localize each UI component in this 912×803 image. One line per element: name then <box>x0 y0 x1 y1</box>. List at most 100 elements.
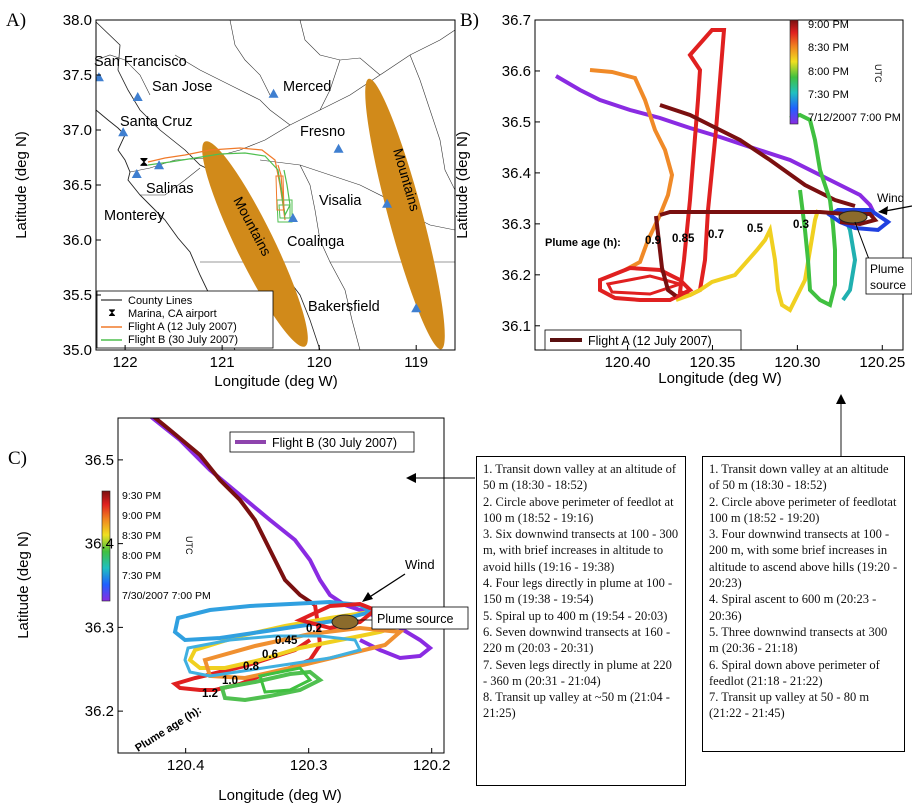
plume-source-label: Plume source <box>377 612 453 626</box>
mountains-east <box>365 78 445 350</box>
y-tick-label: 36.5 <box>502 114 531 131</box>
city-label: Bakersfield <box>308 299 380 315</box>
city-marker <box>268 88 279 98</box>
x-tick-label: 120.35 <box>690 354 736 371</box>
panel-a-ylabel: Latitude (deg N) <box>13 131 30 239</box>
x-tick-label: 120.4 <box>167 757 205 774</box>
plume-source-label: Plume <box>870 262 904 276</box>
colorbar-tick: 8:00 PM <box>808 66 849 78</box>
city-marker <box>333 143 344 153</box>
x-tick-label: 120.40 <box>605 354 651 371</box>
note-item: 8. Transit up valley at ~50 m (21:04 - 2… <box>483 690 670 721</box>
city-label: San Francisco <box>94 54 187 70</box>
y-tick-label: 36.4 <box>85 536 114 553</box>
y-tick-label: 36.2 <box>85 703 114 720</box>
plume-age-value: 0.85 <box>672 233 695 245</box>
legend-flight-a: Flight A (12 July 2007) <box>128 321 237 333</box>
city-label: Visalia <box>319 193 362 209</box>
wind-arrow-icon <box>364 573 406 601</box>
city-marker <box>287 213 298 222</box>
y-tick-label: 36.7 <box>502 12 531 29</box>
city-label: San Jose <box>152 79 212 95</box>
x-tick-label: 120.25 <box>859 354 905 371</box>
note-item: 3. Four downwind transects at 100 - 200 … <box>709 527 898 591</box>
note-item: 7. Seven legs directly in plume at 220 -… <box>483 657 672 688</box>
x-tick-label: 122 <box>113 354 138 371</box>
flight-a-notes: 1. Transit down valley at an altitude of… <box>702 456 905 752</box>
y-tick-label: 36.3 <box>502 216 531 233</box>
plume-age-label: Plume age (h): <box>545 237 621 249</box>
city-marker <box>131 169 142 178</box>
panel-b-xlabel: Longitude (deg W) <box>658 370 781 387</box>
x-tick-label: 120.2 <box>413 757 451 774</box>
y-tick-label: 35.5 <box>63 287 92 304</box>
legend-flight-a-label: Flight A (12 July 2007) <box>588 334 712 348</box>
x-tick-label: 120 <box>307 354 332 371</box>
panel-c-xlabel: Longitude (deg W) <box>218 787 341 803</box>
y-tick-label: 36.3 <box>85 619 114 636</box>
note-item: 6. Spiral down above perimeter of feedlo… <box>709 657 880 688</box>
colorbar-tick: 9:00 PM <box>122 510 161 522</box>
note-item: 4. Four legs directly in plume at 100 - … <box>483 576 673 607</box>
city-label: Fresno <box>300 124 345 140</box>
panel-a: A) ⧗ <box>6 10 456 390</box>
plume-source-box <box>371 606 469 630</box>
panel-b-letter: B) <box>460 10 479 31</box>
city-label: Monterey <box>104 208 165 224</box>
colorbar-unit: UTC <box>873 64 883 83</box>
plume-age-value: 0.9 <box>645 235 661 247</box>
city-marker <box>382 198 393 208</box>
note-item: 1. Transit down valley at an altitude of… <box>483 462 677 493</box>
note-item: 2. Circle above perimeter of feedlot at … <box>483 494 674 525</box>
airport-legend-icon: ⧗ <box>108 307 116 319</box>
plume-source-box <box>865 257 912 295</box>
legend-airport: Marina, CA airport <box>128 308 217 320</box>
city-marker <box>118 127 129 137</box>
panel-b-colorbar <box>789 19 799 125</box>
panel-a-legend: ⧗ County Lines Marina, CA airport Flight… <box>96 290 274 349</box>
colorbar-tick: 9:00 PM <box>808 19 849 31</box>
colorbar-tick: 7/12/2007 7:00 PM <box>808 112 901 124</box>
city-label: Salinas <box>146 181 194 197</box>
city-marker <box>132 92 143 101</box>
panel-c-ylabel: Latitude (deg N) <box>15 531 32 639</box>
x-tick-label: 119 <box>404 354 428 371</box>
note-item: 3. Six downwind transects at 100 - 300 m… <box>483 527 679 574</box>
flight-b-notes: 1. Transit down valley at an altitude of… <box>476 456 686 786</box>
panel-c: C) 9:30 PM 9:00 PM 8:30 PM 8:00 PM 7:30 … <box>8 417 469 803</box>
note-item: 1. Transit down valley at an altitude of… <box>709 462 889 493</box>
y-tick-label: 36.0 <box>63 232 92 249</box>
panel-c-letter: C) <box>8 448 27 469</box>
y-tick-label: 35.0 <box>63 342 92 359</box>
plume-age-value: 0.5 <box>747 223 764 235</box>
wind-label: Wind <box>877 191 904 205</box>
panel-c-colorbar <box>101 490 111 602</box>
colorbar-tick: 8:30 PM <box>122 530 161 542</box>
plume-age-value: 0.45 <box>275 635 298 647</box>
y-tick-label: 36.5 <box>63 177 92 194</box>
panel-a-map: ⧗ <box>96 20 455 350</box>
airport-marker-icon: ⧗ <box>139 154 148 169</box>
y-tick-label: 36.6 <box>502 63 531 80</box>
city-marker <box>411 303 422 313</box>
legend-county-lines: County Lines <box>128 295 193 307</box>
city-marker <box>96 72 104 82</box>
x-tick-label: 121 <box>210 354 235 371</box>
colorbar-tick: 9:30 PM <box>122 490 161 502</box>
plume-age-value: 1.2 <box>202 688 218 700</box>
note-item: 7. Transit up valley at 50 - 80 m (21:22… <box>709 690 870 721</box>
colorbar-tick: 7:30 PM <box>122 570 161 582</box>
plume-age-value: 0.3 <box>793 219 809 231</box>
city-label: Santa Cruz <box>120 114 193 130</box>
y-tick-label: 36.4 <box>502 165 531 182</box>
note-item: 5. Three downwind transects at 300 m (20… <box>709 624 888 656</box>
city-label: Merced <box>283 79 331 95</box>
legend-flight-b-label: Flight B (30 July 2007) <box>272 436 397 450</box>
note-item: 6. Seven downwind transects at 160 - 220… <box>483 624 671 656</box>
panel-c-tracks <box>149 418 434 703</box>
note-item: 2. Circle above perimeter of feedlotat 1… <box>709 494 897 525</box>
plume-source-label: source <box>870 278 906 292</box>
wind-label: Wind <box>405 557 435 572</box>
y-tick-label: 36.2 <box>502 267 531 284</box>
